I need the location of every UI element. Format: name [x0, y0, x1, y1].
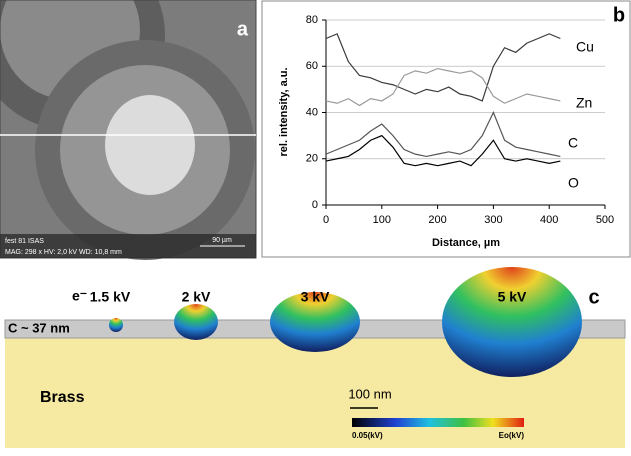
y-tick-label: 20: [306, 153, 318, 165]
panel-a: a fest 81 ISAS MAG: 298 x HV: 2,0 kV WD:…: [0, 0, 256, 260]
panel-label: c: [588, 286, 599, 308]
y-tick-label: 80: [306, 14, 318, 26]
series-label: C: [568, 135, 578, 151]
x-tick-label: 400: [540, 214, 558, 226]
series-label: O: [568, 175, 579, 191]
x-tick-label: 0: [323, 214, 329, 226]
colorbar-max: Eo(kV): [499, 431, 525, 440]
series-label: Zn: [576, 95, 592, 111]
electron-label: e⁻: [72, 288, 87, 304]
layer-label: C ~ 37 nm: [8, 320, 70, 335]
colorbar-min: 0.05(kV): [352, 431, 383, 440]
sem-core: [105, 95, 195, 195]
scale-text: 100 nm: [348, 386, 391, 401]
voltage-label: 5 kV: [498, 289, 527, 305]
voltage-label: 1.5 kV: [90, 289, 131, 305]
voltage-label: 3 kV: [301, 289, 330, 305]
x-tick-label: 100: [373, 214, 391, 226]
y-tick-label: 60: [306, 60, 318, 72]
panel-label: b: [613, 4, 625, 26]
interaction-volume: [442, 267, 582, 377]
panel-label: a: [237, 18, 249, 40]
x-axis-label: Distance, µm: [432, 237, 500, 249]
scale-text: 90 µm: [212, 237, 232, 244]
y-tick-label: 40: [306, 106, 318, 118]
info-text: fest 81 ISAS: [5, 238, 44, 245]
colorbar: [352, 418, 524, 427]
y-tick-label: 0: [312, 199, 318, 211]
x-tick-label: 300: [484, 214, 502, 226]
substrate-label: Brass: [40, 389, 85, 406]
voltage-label: 2 kV: [182, 289, 211, 305]
interaction-volume: [174, 304, 218, 340]
x-tick-label: 500: [596, 214, 614, 226]
x-tick-label: 200: [428, 214, 446, 226]
series-label: Cu: [576, 39, 594, 55]
y-axis-label: rel. intensity, a.u.: [278, 67, 290, 156]
info-text: MAG: 298 x HV: 2,0 kV WD: 10,8 mm: [5, 249, 122, 256]
interaction-volume: [109, 318, 123, 332]
figure: a fest 81 ISAS MAG: 298 x HV: 2,0 kV WD:…: [0, 0, 631, 451]
panel-c: e⁻ 1.5 kV 2 kV 3 kV 5 kV c C ~ 37 nm Bra…: [5, 267, 625, 448]
